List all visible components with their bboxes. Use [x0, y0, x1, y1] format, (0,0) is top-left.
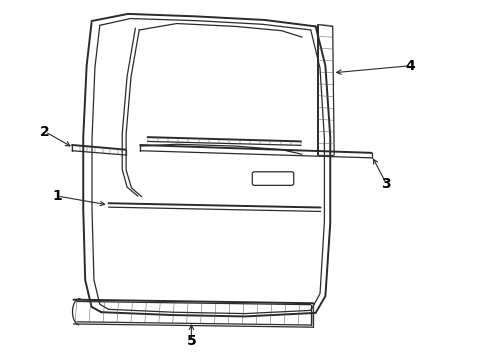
Text: 1: 1 — [52, 189, 62, 203]
Text: 5: 5 — [187, 334, 196, 348]
Text: 4: 4 — [406, 59, 416, 73]
FancyBboxPatch shape — [252, 172, 294, 185]
Text: 2: 2 — [40, 125, 50, 139]
Text: 3: 3 — [382, 176, 391, 190]
